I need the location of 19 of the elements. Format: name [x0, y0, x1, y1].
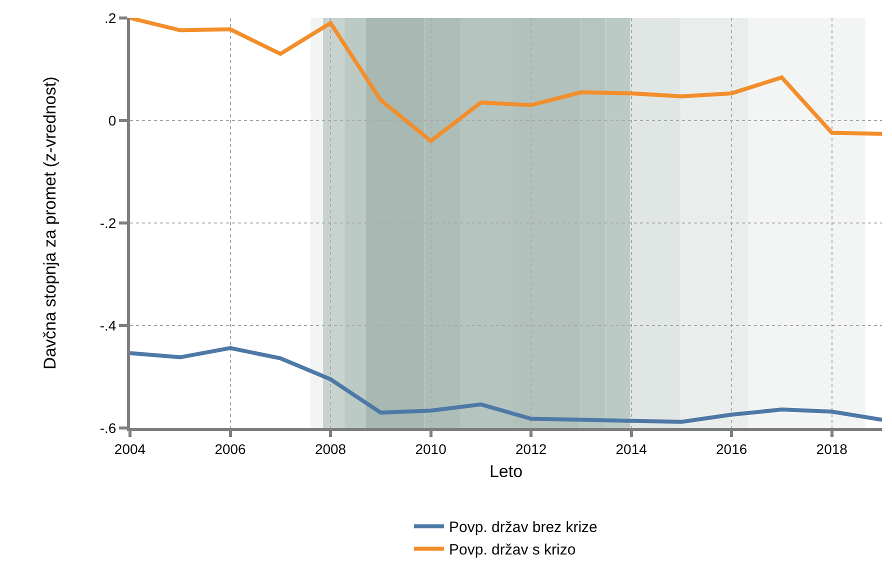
- line-series: [130, 18, 882, 143]
- x-tick-label: 2014: [616, 440, 648, 457]
- legend-label: Povp. držav brez krize: [449, 519, 598, 536]
- x-tick-label: 2010: [415, 440, 447, 457]
- x-axis-title: Leto: [489, 462, 523, 482]
- x-tick-label: 2008: [314, 440, 346, 457]
- y-tick-label: -.4: [100, 317, 116, 334]
- y-axis-title: Davčna stopnja za promet (z-vrednost): [40, 76, 60, 370]
- x-tick-label: 2016: [716, 440, 748, 457]
- legend-label: Povp. držav s krizo: [449, 542, 576, 559]
- x-tick-label: 2006: [214, 440, 246, 457]
- y-tick-label: -.2: [100, 214, 116, 231]
- line-series: [130, 346, 882, 424]
- y-tick-label: 0: [108, 112, 116, 128]
- x-tick-label: 2018: [816, 440, 848, 457]
- y-tick-label: -.6: [100, 420, 116, 436]
- x-tick-label: 2012: [515, 440, 547, 457]
- y-tick-label: .2: [104, 10, 116, 26]
- x-tick-label: 2004: [114, 440, 146, 457]
